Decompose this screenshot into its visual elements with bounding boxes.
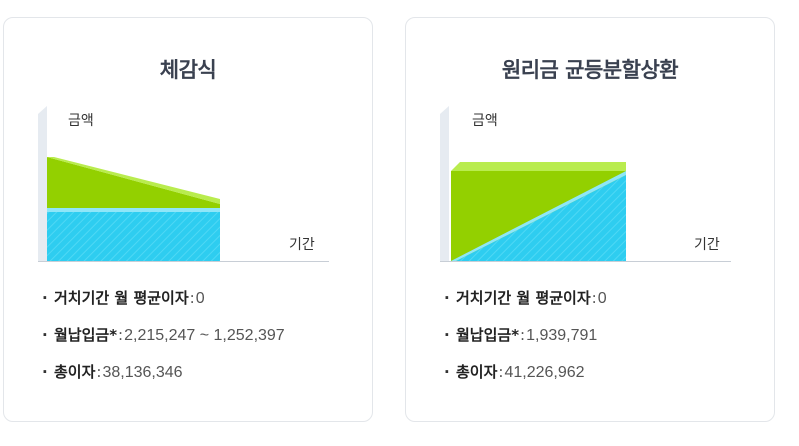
list-item: · 월납입금*:1,939,791	[444, 323, 607, 360]
separator: :	[591, 289, 597, 307]
separator: :	[520, 326, 526, 344]
item-value: 2,215,247 ~ 1,252,397	[124, 327, 285, 344]
item-value: 38,136,346	[102, 364, 183, 381]
list-item: · 거치기간 월 평균이자:0	[444, 286, 607, 323]
x-axis-label: 기간	[694, 237, 720, 253]
interest-top-edge	[47, 157, 220, 204]
item-label: 월납입금*	[456, 326, 520, 344]
list-item: · 월납입금*:2,215,247 ~ 1,252,397	[42, 323, 285, 360]
list-item: · 총이자:38,136,346	[42, 360, 285, 397]
card-title: 체감식	[159, 58, 217, 82]
principal-area	[47, 212, 220, 261]
repayment-info-list: · 거치기간 월 평균이자:0 · 월납입금*:2,215,247 ~ 1,252,…	[42, 286, 285, 397]
item-label: 총이자	[456, 363, 498, 381]
bullet: ·	[444, 326, 450, 344]
x-axis-label: 기간	[289, 237, 315, 253]
declining-repayment-chart	[38, 106, 329, 262]
item-label: 거치기간 월 평균이자	[54, 289, 189, 307]
item-label: 월납입금*	[54, 326, 118, 344]
separator: :	[96, 363, 102, 381]
item-value: 0	[195, 290, 205, 307]
equal-installment-chart	[440, 106, 731, 262]
bullet: ·	[444, 363, 450, 381]
list-item: · 거치기간 월 평균이자:0	[42, 286, 285, 323]
bullet: ·	[444, 289, 450, 307]
interest-top-edge	[451, 162, 626, 171]
repayment-info-list: · 거치기간 월 평균이자:0 · 월납입금*:1,939,791 · 총이자:41,…	[444, 286, 607, 397]
declining-repayment-card: 체감식 금액 기간 · 거치기간 월 평균이자:0 · 월납입금*:2,215,24…	[3, 17, 373, 422]
bullet: ·	[42, 326, 48, 344]
principal-top-edge	[451, 171, 626, 261]
interest-area	[47, 157, 220, 208]
separator: :	[498, 363, 504, 381]
y-axis-wall	[38, 106, 47, 261]
equal-installment-card: 원리금 균등분할상환 금액 기간 · 거치기간 월 평균이자:0 · 월납입금*:1…	[405, 17, 775, 422]
list-item: · 총이자:41,226,962	[444, 360, 607, 397]
bullet: ·	[42, 363, 48, 381]
bullet: ·	[42, 289, 48, 307]
item-label: 거치기간 월 평균이자	[456, 289, 591, 307]
item-value: 41,226,962	[504, 364, 585, 381]
y-axis-label: 금액	[68, 113, 94, 129]
card-title: 원리금 균등분할상환	[501, 58, 679, 82]
principal-top-edge	[47, 208, 220, 212]
separator: :	[189, 289, 195, 307]
item-value: 1,939,791	[526, 327, 598, 344]
item-value: 0	[597, 290, 607, 307]
y-axis-wall	[440, 106, 449, 261]
separator: :	[118, 326, 124, 344]
y-axis-label: 금액	[472, 113, 498, 129]
item-label: 총이자	[54, 363, 96, 381]
